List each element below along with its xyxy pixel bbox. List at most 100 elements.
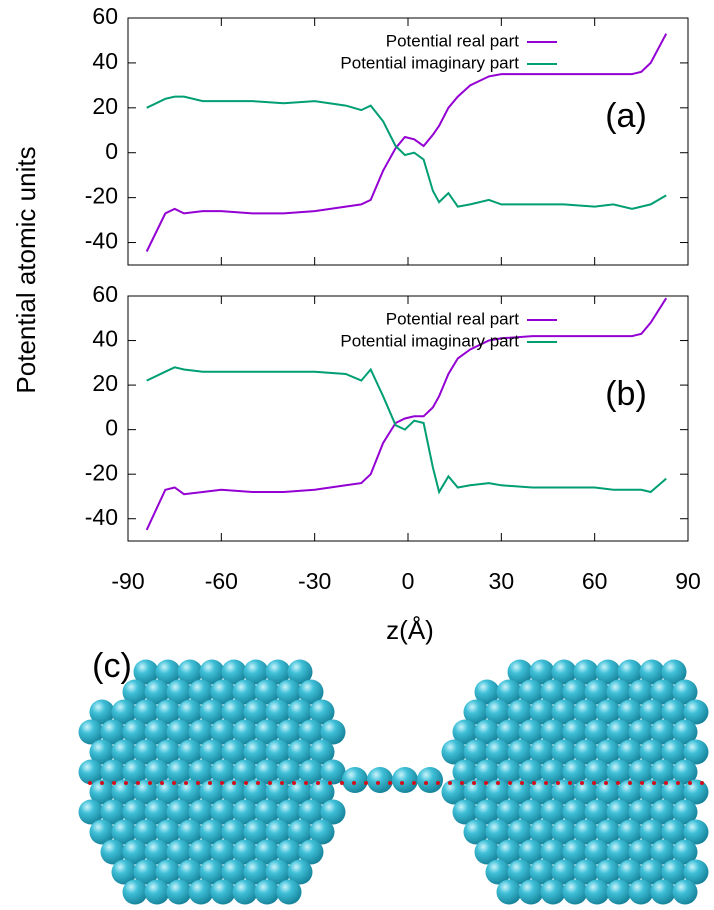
x-axis-label: z(Å) (386, 615, 434, 645)
axis-dot (628, 781, 632, 785)
atom (673, 880, 698, 905)
panel-label: (c) (92, 647, 132, 685)
y-tick-label: -40 (85, 228, 118, 254)
atom (629, 880, 654, 905)
axis-dot (364, 781, 368, 785)
axis-dot (400, 781, 404, 785)
axis-dot (268, 781, 272, 785)
axis-dot (340, 781, 344, 785)
atom (255, 880, 280, 905)
axis-dot (184, 781, 188, 785)
axis-dot (352, 781, 356, 785)
atom (145, 880, 170, 905)
axis-dot (688, 781, 692, 785)
y-tick-label: 0 (105, 138, 118, 164)
axis-dot (304, 781, 308, 785)
x-tick-label: -90 (111, 568, 144, 594)
x-tick-label: 0 (402, 568, 415, 594)
y-axis-label: Potential atomic units (11, 146, 41, 393)
x-tick-label: 60 (582, 568, 608, 594)
atom (233, 880, 258, 905)
axis-dot (292, 781, 296, 785)
axis-dot (244, 781, 248, 785)
atom (189, 880, 214, 905)
axis-dot (280, 781, 284, 785)
axis-dot (148, 781, 152, 785)
atom (392, 767, 418, 793)
axis-dot (640, 781, 644, 785)
y-tick-label: 60 (92, 281, 118, 307)
y-tick-label: 60 (92, 3, 118, 29)
axis-dot (196, 781, 200, 785)
axis-dot (208, 781, 212, 785)
axis-dot (220, 781, 224, 785)
axis-dot (172, 781, 176, 785)
x-tick-label: -30 (298, 568, 331, 594)
y-tick-label: 20 (92, 93, 118, 119)
legend-label: Potential imaginary part (340, 53, 519, 72)
axis-dot (100, 781, 104, 785)
axis-dot (580, 781, 584, 785)
panel-annotation: (a) (605, 97, 647, 135)
y-tick-label: -40 (85, 504, 118, 530)
legend-label: Potential real part (386, 309, 520, 328)
axis-dot (256, 781, 260, 785)
axis-dot (136, 781, 140, 785)
legend-label: Potential real part (386, 31, 520, 50)
axis-dot (424, 781, 428, 785)
x-tick-label: -60 (205, 568, 238, 594)
atom (167, 880, 192, 905)
atom (563, 880, 588, 905)
atom (607, 880, 632, 905)
atom (541, 880, 566, 905)
atom (277, 880, 302, 905)
x-tick-label: 90 (675, 568, 701, 594)
y-tick-label: 0 (105, 415, 118, 441)
y-tick-label: -20 (85, 183, 118, 209)
y-tick-label: 40 (92, 48, 118, 74)
legend-label: Potential imaginary part (340, 331, 519, 350)
y-tick-label: 40 (92, 326, 118, 352)
axis-dot (88, 781, 92, 785)
axis-dot (412, 781, 416, 785)
axis-dot (376, 781, 380, 785)
atom (342, 767, 368, 793)
axis-dot (124, 781, 128, 785)
atom (651, 880, 676, 905)
axis-dot (568, 781, 572, 785)
data-line (147, 97, 667, 209)
axis-dot (700, 781, 704, 785)
atom (519, 880, 544, 905)
axis-dot (676, 781, 680, 785)
axis-dot (460, 781, 464, 785)
y-tick-label: -20 (85, 459, 118, 485)
axis-dot (664, 781, 668, 785)
axis-dot (532, 781, 536, 785)
axis-dot (232, 781, 236, 785)
y-tick-label: 20 (92, 370, 118, 396)
x-tick-label: 30 (489, 568, 515, 594)
atom (123, 880, 148, 905)
axis-dot (496, 781, 500, 785)
axis-dot (436, 781, 440, 785)
axis-dot (328, 781, 332, 785)
axis-dot (484, 781, 488, 785)
atom (585, 880, 610, 905)
axis-dot (388, 781, 392, 785)
atom (367, 767, 393, 793)
figure: Potential atomic units z(Å) (c) -40 -20 0 2… (0, 0, 714, 910)
axis-dot (616, 781, 620, 785)
axis-dot (592, 781, 596, 785)
atom-image (79, 660, 709, 905)
panel-annotation: (b) (605, 375, 647, 413)
axis-dot (112, 781, 116, 785)
axis-dot (520, 781, 524, 785)
data-line (147, 367, 667, 492)
axis-dot (508, 781, 512, 785)
axis-dot (316, 781, 320, 785)
atom (211, 880, 236, 905)
axis-dot (604, 781, 608, 785)
axis-dot (556, 781, 560, 785)
axis-dot (448, 781, 452, 785)
axis-dot (160, 781, 164, 785)
